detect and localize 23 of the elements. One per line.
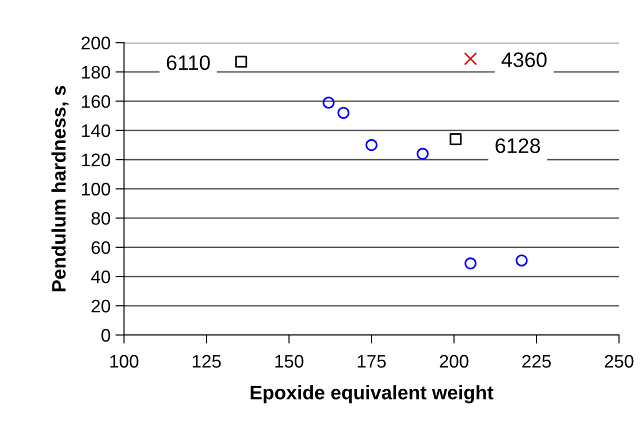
x-axis-title: Epoxide equivalent weight [250, 385, 494, 404]
y-tick-label: 20 [92, 300, 110, 312]
x-tick-label: 175 [358, 355, 386, 368]
y-tick-label: 0 [101, 328, 110, 342]
y-tick-label: 180 [82, 66, 110, 79]
annotation: 6128 [496, 138, 540, 154]
y-tick-label: 160 [82, 95, 110, 108]
y-axis-title: Pendulum hardness, s [51, 86, 69, 292]
annotation: 6110 [166, 55, 210, 70]
y-tick-label: 100 [82, 182, 110, 196]
y-tick-label: 200 [82, 36, 110, 50]
x-tick-label: 225 [522, 354, 551, 368]
x-tick-label: 200 [440, 354, 468, 368]
annotation: 4360 [502, 52, 547, 68]
y-tick-label: 80 [92, 212, 110, 225]
y-tick-label: 140 [82, 124, 110, 138]
x-tick-label: 150 [275, 354, 304, 368]
y-tick-label: 60 [92, 241, 110, 254]
y-tick-label: 120 [82, 154, 110, 166]
x-tick-label: 125 [192, 354, 221, 368]
y-tick-label: 40 [91, 270, 110, 284]
x-tick-label: 100 [110, 354, 138, 368]
x-tick-label: 250 [604, 354, 634, 368]
